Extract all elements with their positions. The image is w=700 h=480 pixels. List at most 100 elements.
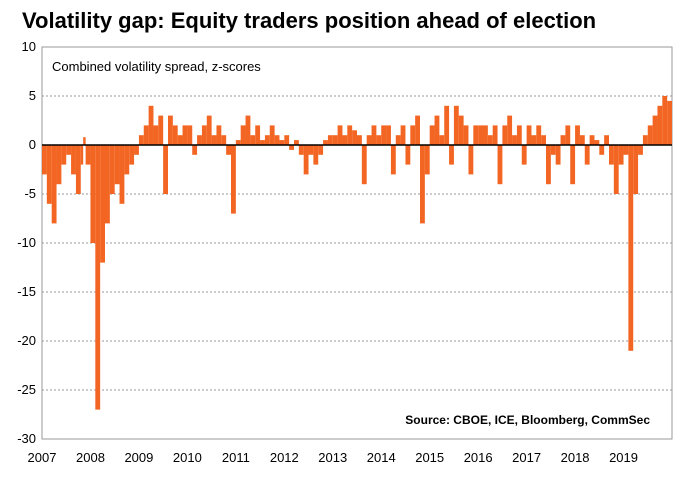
series-bar bbox=[303, 145, 309, 175]
series-bar bbox=[599, 145, 605, 155]
series-bar bbox=[318, 145, 324, 155]
x-tick-label: 2008 bbox=[76, 450, 105, 465]
series-bar bbox=[129, 145, 135, 165]
series-bar bbox=[628, 145, 634, 351]
series-bar bbox=[337, 125, 343, 145]
series-bar bbox=[51, 145, 57, 224]
chart-subtitle: Combined volatility spread, z-scores bbox=[52, 59, 261, 74]
series-bar bbox=[255, 125, 261, 145]
series-bar bbox=[250, 135, 256, 145]
series-bar bbox=[71, 145, 76, 175]
x-tick-label: 2013 bbox=[318, 450, 347, 465]
series-bar bbox=[662, 96, 668, 145]
series-bar bbox=[221, 135, 227, 145]
series-bar bbox=[652, 115, 658, 145]
series-bar bbox=[366, 135, 372, 145]
series-bar bbox=[604, 135, 609, 145]
series-bar bbox=[134, 145, 139, 155]
x-tick-label: 2012 bbox=[270, 450, 299, 465]
series-bar bbox=[148, 105, 154, 145]
series-bar bbox=[395, 135, 401, 145]
series-bar bbox=[458, 115, 464, 145]
series-bar bbox=[381, 125, 387, 145]
series-bar bbox=[235, 140, 241, 145]
series-bar bbox=[187, 125, 193, 145]
series-bar bbox=[357, 135, 362, 145]
series-bar bbox=[390, 145, 396, 175]
series-bar bbox=[507, 115, 513, 145]
series-bar bbox=[497, 145, 503, 185]
series-bar bbox=[313, 145, 319, 165]
series-bar bbox=[657, 105, 663, 145]
series-bar bbox=[516, 125, 522, 145]
series-bar bbox=[555, 145, 561, 165]
series-bar bbox=[143, 125, 149, 145]
series-bar bbox=[240, 125, 246, 145]
series-bar bbox=[584, 145, 590, 165]
series-bar bbox=[531, 135, 537, 145]
x-tick-label: 2011 bbox=[222, 450, 250, 465]
x-tick-label: 2018 bbox=[561, 450, 590, 465]
series-bar bbox=[575, 125, 580, 145]
y-tick-label: -20 bbox=[17, 333, 36, 348]
series-bar bbox=[570, 145, 576, 185]
series-bar bbox=[638, 145, 643, 155]
series-bar bbox=[618, 145, 624, 165]
series-bar bbox=[95, 145, 101, 410]
series-bar bbox=[483, 125, 488, 145]
series-bar bbox=[439, 135, 445, 145]
plot-frame bbox=[41, 46, 673, 440]
series-bar bbox=[487, 135, 493, 145]
series-bar bbox=[168, 115, 173, 145]
series-bar bbox=[109, 145, 115, 194]
series-bar bbox=[342, 135, 348, 145]
y-tick-label: -25 bbox=[17, 382, 36, 397]
series-bar bbox=[589, 135, 595, 145]
series-bar bbox=[642, 135, 648, 145]
x-tick-label: 2015 bbox=[415, 450, 444, 465]
series-bar bbox=[114, 145, 120, 185]
series-bar bbox=[158, 115, 164, 145]
series-bar bbox=[153, 125, 159, 145]
x-axis-ticks: 2007 2008 2009 2010 2011 2012 2013 2014 2015 2016… bbox=[28, 450, 638, 465]
series-bar bbox=[400, 125, 406, 145]
x-tick-label: 2010 bbox=[173, 450, 202, 465]
series-bar bbox=[478, 125, 483, 145]
series-bar bbox=[83, 137, 86, 145]
series-bar bbox=[502, 125, 508, 145]
series-bar bbox=[42, 145, 47, 175]
y-tick-label: -10 bbox=[17, 235, 36, 250]
series-bar bbox=[546, 145, 551, 185]
series-bar bbox=[449, 145, 454, 165]
series-bar bbox=[434, 115, 440, 145]
series-bar bbox=[424, 145, 430, 175]
y-tick-label: 10 bbox=[22, 39, 36, 54]
series-bar bbox=[420, 145, 425, 224]
series-bar bbox=[565, 125, 571, 145]
series-bar bbox=[100, 145, 105, 263]
series-bar bbox=[536, 125, 542, 145]
y-tick-label: -15 bbox=[17, 284, 36, 299]
gridlines bbox=[42, 95, 672, 391]
series-bar bbox=[182, 125, 188, 145]
series-bar bbox=[298, 145, 304, 155]
series-bar bbox=[192, 145, 198, 155]
series-bar bbox=[521, 145, 527, 165]
series-bar bbox=[361, 145, 367, 185]
series-bar bbox=[90, 145, 96, 243]
series-bar bbox=[323, 140, 328, 145]
series-bar bbox=[512, 135, 517, 145]
series-bar bbox=[623, 145, 629, 155]
y-tick-label: -5 bbox=[24, 186, 36, 201]
series-bar bbox=[172, 125, 178, 145]
y-tick-label: -30 bbox=[17, 431, 36, 446]
series-bar bbox=[85, 145, 91, 165]
series-bar bbox=[473, 125, 479, 145]
series-bar bbox=[415, 115, 420, 145]
series-bar bbox=[541, 135, 546, 145]
series-bar bbox=[211, 135, 217, 145]
series-bar bbox=[163, 145, 168, 194]
series-bar bbox=[613, 145, 619, 194]
series-bar bbox=[594, 140, 600, 145]
